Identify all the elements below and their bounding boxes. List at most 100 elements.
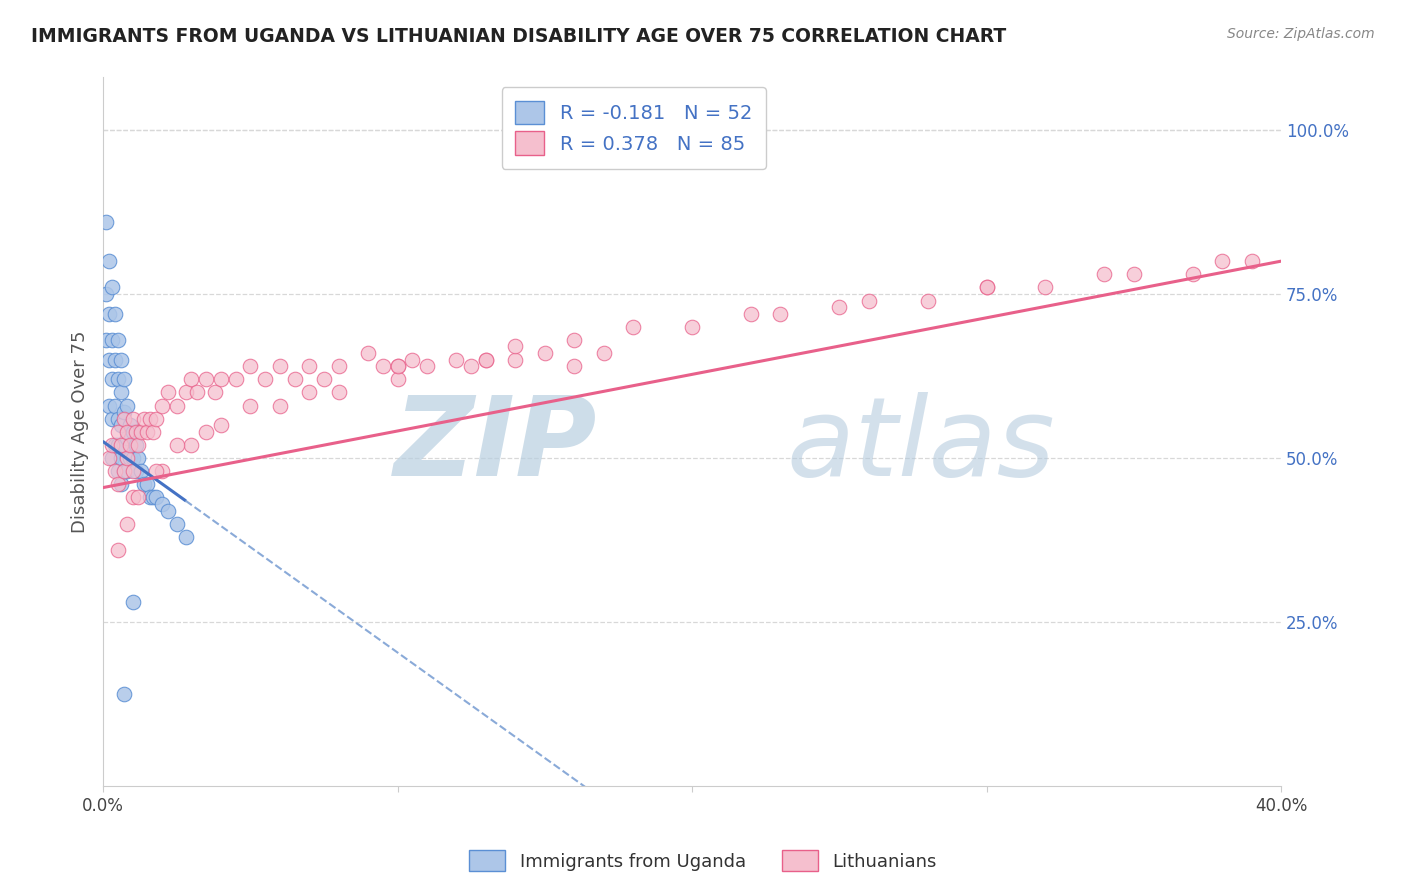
Point [112, 405, 135, 419]
Point [115, 431, 138, 445]
Point [917, 293, 939, 308]
Point [115, 450, 138, 465]
Point [107, 372, 129, 386]
Point [112, 372, 135, 386]
Point [1240, 254, 1263, 268]
Point [180, 372, 202, 386]
Point [121, 491, 143, 505]
Point [131, 425, 153, 439]
Point [145, 464, 167, 478]
Point [115, 516, 138, 531]
Point [107, 438, 129, 452]
Point [101, 450, 124, 465]
Point [681, 319, 703, 334]
Point [101, 372, 124, 386]
Point [328, 385, 350, 400]
Point [1181, 268, 1204, 282]
Point [101, 280, 124, 294]
Point [1035, 280, 1057, 294]
Point [124, 464, 146, 478]
Point [127, 450, 149, 465]
Point [387, 372, 409, 386]
Point [94, 333, 117, 347]
Point [98, 254, 121, 268]
Point [127, 491, 149, 505]
Point [1092, 268, 1115, 282]
Point [112, 687, 135, 701]
Point [110, 352, 132, 367]
Point [121, 464, 143, 478]
Point [562, 359, 585, 374]
Point [110, 438, 132, 452]
Point [115, 425, 138, 439]
Point [101, 438, 124, 452]
Point [94, 287, 117, 301]
Point [115, 399, 138, 413]
Point [121, 411, 143, 425]
Point [387, 359, 409, 374]
Point [98, 450, 121, 465]
Point [121, 595, 143, 609]
Point [446, 352, 468, 367]
Point [328, 359, 350, 374]
Point [107, 464, 129, 478]
Point [312, 372, 335, 386]
Point [139, 491, 162, 505]
Point [107, 425, 129, 439]
Point [533, 346, 555, 360]
Point [976, 280, 998, 294]
Text: IMMIGRANTS FROM UGANDA VS LITHUANIAN DISABILITY AGE OVER 75 CORRELATION CHART: IMMIGRANTS FROM UGANDA VS LITHUANIAN DIS… [31, 27, 1007, 45]
Point [136, 425, 159, 439]
Point [174, 385, 197, 400]
Point [136, 477, 159, 491]
Point [110, 450, 132, 465]
Point [269, 399, 291, 413]
Point [505, 339, 527, 353]
Point [112, 438, 135, 452]
Point [104, 307, 127, 321]
Point [98, 307, 121, 321]
Point [110, 418, 132, 433]
Point [166, 399, 188, 413]
Point [254, 372, 277, 386]
Point [150, 464, 173, 478]
Point [186, 385, 208, 400]
Point [118, 418, 141, 433]
Point [112, 411, 135, 425]
Point [110, 385, 132, 400]
Point [195, 372, 218, 386]
Point [858, 293, 880, 308]
Point [621, 319, 644, 334]
Point [134, 411, 156, 425]
Point [121, 450, 143, 465]
Point [562, 333, 585, 347]
Point [112, 464, 135, 478]
Legend: Immigrants from Uganda, Lithuanians: Immigrants from Uganda, Lithuanians [463, 843, 943, 879]
Point [387, 359, 409, 374]
Point [134, 477, 156, 491]
Point [104, 438, 127, 452]
Y-axis label: Disability Age Over 75: Disability Age Over 75 [72, 331, 89, 533]
Point [166, 438, 188, 452]
Point [204, 385, 226, 400]
Point [124, 425, 146, 439]
Point [139, 411, 162, 425]
Text: ZIP: ZIP [394, 392, 598, 500]
Point [104, 464, 127, 478]
Point [225, 372, 247, 386]
Point [150, 399, 173, 413]
Point [769, 307, 792, 321]
Point [298, 359, 321, 374]
Point [115, 464, 138, 478]
Point [107, 411, 129, 425]
Point [976, 280, 998, 294]
Point [118, 438, 141, 452]
Point [127, 438, 149, 452]
Point [195, 425, 218, 439]
Point [416, 359, 439, 374]
Point [269, 359, 291, 374]
Point [150, 497, 173, 511]
Point [209, 418, 232, 433]
Point [401, 352, 423, 367]
Point [460, 359, 482, 374]
